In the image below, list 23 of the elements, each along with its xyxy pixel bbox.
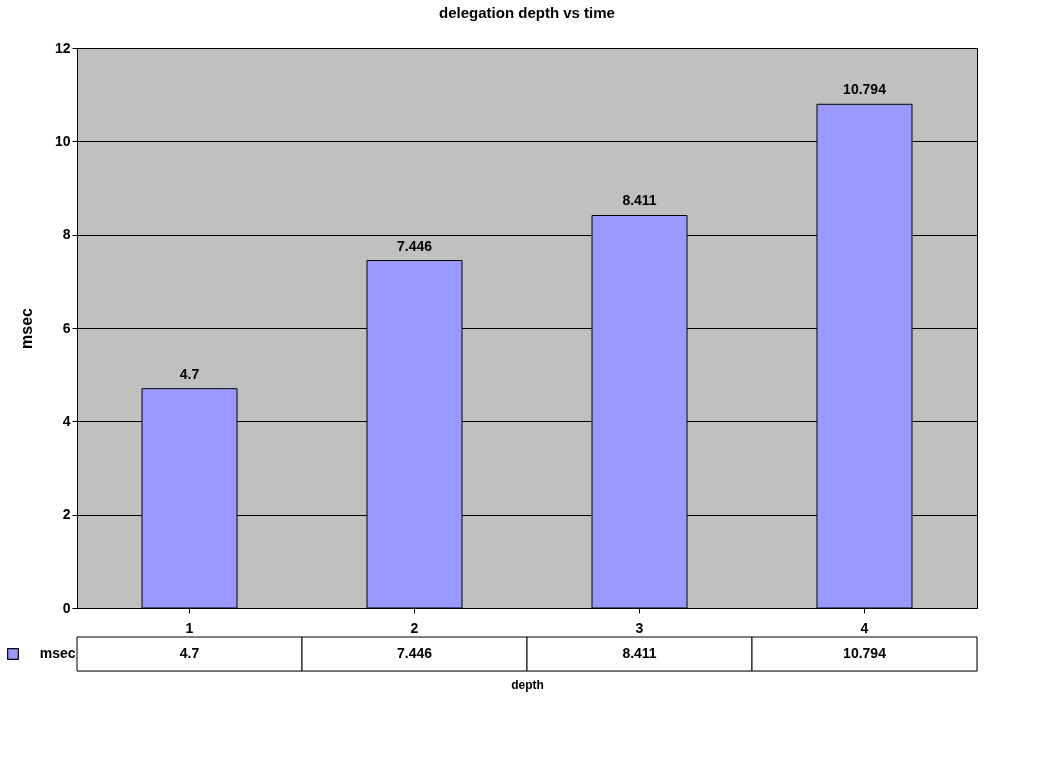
y-tick-label: 6 — [62, 319, 71, 336]
x-tick-label: 2 — [410, 619, 419, 636]
text: 7.446 — [396, 645, 433, 661]
y-axis-title: msec — [17, 307, 35, 349]
x-tick-label: 3 — [635, 619, 644, 636]
text: 10.794 — [843, 645, 887, 661]
x-tick-label: 4 — [860, 619, 869, 636]
data-label: 7.446 — [396, 237, 433, 254]
y-tick-label: 8 — [62, 226, 71, 243]
y-tick-label: 0 — [62, 599, 71, 616]
y-tick-label: 2 — [62, 506, 71, 523]
y-tick-label: 10 — [54, 132, 71, 149]
y-tick-label: 4 — [62, 412, 71, 429]
y-tick-label: 12 — [54, 39, 71, 56]
legend-label: msec — [39, 645, 76, 661]
data-label: 4.7 — [179, 365, 200, 382]
x-axis-title: depth — [511, 677, 544, 692]
chart-title: delegation depth vs time — [439, 4, 615, 21]
text: 4.7 — [179, 645, 200, 661]
x-tick-label: 1 — [185, 619, 194, 636]
text: 8.411 — [622, 645, 657, 661]
data-label: 10.794 — [843, 81, 887, 98]
data-label: 8.411 — [622, 192, 657, 209]
